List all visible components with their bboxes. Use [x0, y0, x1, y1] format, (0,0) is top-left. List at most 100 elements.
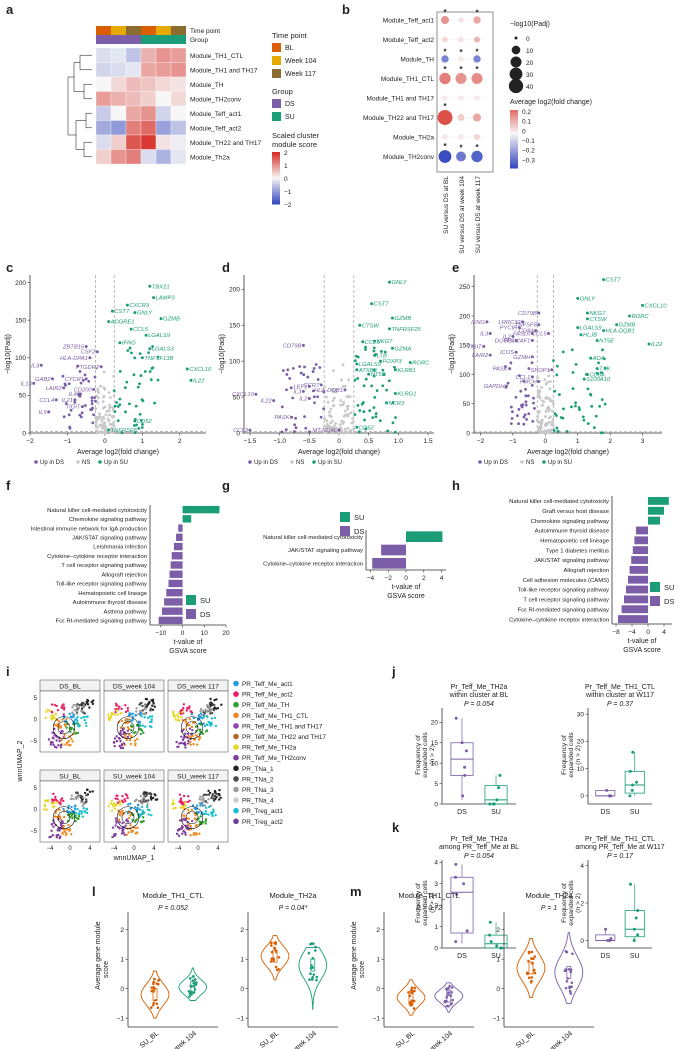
colorbar-segment	[510, 147, 518, 151]
colorbar-segment	[510, 134, 518, 138]
box-point	[497, 786, 501, 790]
umap-cell-point	[127, 713, 131, 717]
umap-cell-point	[72, 703, 75, 707]
colorbar-segment	[510, 121, 518, 124]
violin-point	[311, 942, 315, 945]
su-point	[143, 370, 147, 373]
umap-cell-point	[91, 790, 94, 793]
umap-cell-point	[186, 800, 189, 804]
gene-label-ds: CCR7	[303, 383, 320, 389]
gene-label-ds: TIGIT	[66, 405, 81, 411]
umap-cell-point	[81, 804, 85, 807]
colorbar-segment	[272, 180, 280, 183]
umap-cell-point	[217, 798, 221, 801]
umap-cell-point	[49, 741, 53, 744]
ns-point	[325, 427, 329, 431]
umap-cell-point	[200, 801, 203, 805]
violin-box	[152, 988, 158, 1001]
violin-title: Module_TH1_CTL	[398, 891, 459, 900]
x-category-label: SU	[491, 953, 501, 960]
dotplot-column-label: SU versus DS at BL	[443, 176, 450, 234]
umap-cell-point	[139, 732, 142, 736]
ns-point	[345, 405, 349, 408]
umap-cell-point	[82, 796, 85, 799]
colorbar-segment	[272, 156, 280, 159]
umap-cell-point	[153, 705, 157, 708]
su-point	[148, 370, 152, 373]
su-point	[561, 350, 565, 354]
ds-point	[322, 407, 326, 411]
ds-point	[322, 390, 326, 394]
umap-cell-point	[83, 718, 86, 722]
umap-cell-point	[51, 714, 55, 717]
umap-cell-point	[67, 813, 70, 817]
p-value: P = 0.04*	[279, 905, 308, 912]
x-tick-label: 0	[543, 438, 547, 445]
colorbar-segment	[510, 141, 518, 144]
umap-cell-point	[207, 813, 210, 816]
umap-cell-point	[126, 796, 129, 800]
su-point	[379, 349, 383, 353]
umap-cell-point	[137, 799, 141, 803]
ds-point	[314, 363, 318, 366]
umap-cell-point	[181, 826, 184, 829]
umap-cell-point	[114, 710, 117, 714]
umap-cell-point	[122, 742, 126, 745]
box-title-line: among PR_Teff_Me at BL	[439, 844, 519, 851]
bar	[648, 506, 664, 515]
umap-cell-point	[140, 805, 144, 809]
umap-cell-point	[190, 713, 194, 716]
ns-point	[543, 378, 547, 382]
umap-cell-point	[186, 821, 189, 824]
violin-point	[192, 982, 195, 985]
violin-point	[188, 977, 192, 980]
gene-label-ds: HLA-DPA1	[60, 356, 88, 362]
ds-point	[311, 370, 315, 373]
ns-point	[105, 409, 109, 413]
umap-cell-point	[206, 801, 209, 804]
x-axis-label: t-value of	[174, 639, 203, 646]
umap-cell-point	[56, 708, 60, 712]
gene-label-ds: IL2	[503, 334, 512, 340]
umap-cell-point	[172, 710, 175, 713]
gene-label-su: GNLY	[137, 311, 153, 317]
umap-cell-point	[141, 816, 145, 819]
umap-cell-point	[181, 718, 184, 722]
umap-cell-point	[213, 794, 216, 798]
su-point	[602, 357, 606, 361]
umap-cell-point	[57, 726, 61, 729]
x-tick-label: −2	[385, 575, 393, 582]
su-point	[385, 401, 388, 405]
y-tick-label: 100	[459, 372, 470, 379]
ds-point	[298, 365, 302, 368]
gene-label-su: ADA	[592, 356, 605, 362]
umap-cell-point	[145, 794, 148, 797]
dotplot-point	[442, 95, 448, 101]
su-point	[373, 339, 377, 343]
umap-cell-point	[82, 715, 86, 719]
colorbar-segment	[272, 182, 280, 185]
violin-point	[151, 1003, 155, 1007]
umap-cell-point	[202, 722, 206, 725]
su-point	[598, 404, 602, 408]
su-point	[107, 428, 111, 432]
su-point	[355, 425, 359, 429]
umap-cell-point	[211, 703, 215, 707]
umap-cell-point	[188, 799, 191, 803]
bar	[182, 515, 192, 523]
ds-point	[248, 428, 252, 432]
heatmap-cell	[140, 91, 157, 107]
gene-label-su: GZMB	[394, 316, 411, 322]
umap-cell-point	[88, 790, 92, 794]
panel-label-a: a	[6, 2, 14, 17]
su-point	[152, 296, 156, 300]
violin-point	[270, 957, 273, 960]
ns-point	[98, 430, 102, 434]
heatmap-annotation-label: Group	[190, 37, 208, 44]
umap-cell-point	[134, 714, 137, 717]
gene-label-ds: HLA-DQB1	[314, 388, 343, 394]
umap-cell-point	[77, 724, 80, 728]
y-tick-label: 2	[496, 927, 500, 934]
significance-star: *	[443, 8, 447, 17]
colorbar-segment	[272, 164, 280, 167]
